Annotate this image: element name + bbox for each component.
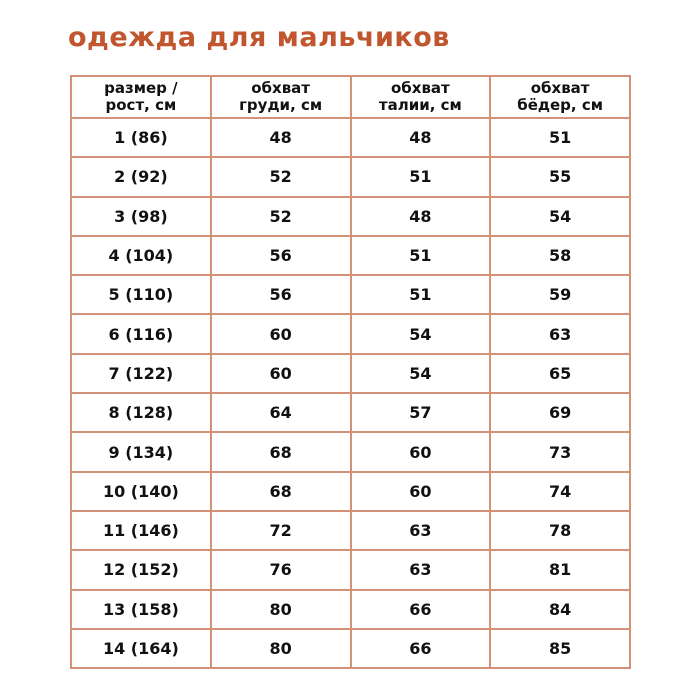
table-cell: 48 xyxy=(209,116,352,159)
table-cell: 80 xyxy=(209,627,352,670)
table-cell: 57 xyxy=(349,392,492,434)
table-row: 4 (104) 56 51 58 xyxy=(70,234,631,277)
table-cell: 51 xyxy=(489,116,631,159)
table-cell: 48 xyxy=(349,195,492,237)
column-header-line: обхват xyxy=(530,79,590,97)
column-header-line: обхват xyxy=(390,79,450,97)
table-cell: 63 xyxy=(349,549,492,591)
table-row: 3 (98) 52 48 54 xyxy=(70,195,631,237)
table-cell: 72 xyxy=(209,509,352,552)
table-cell: 55 xyxy=(489,156,631,198)
table-row: 1 (86) 48 48 51 xyxy=(70,116,631,159)
table-cell: 48 xyxy=(349,116,492,159)
table-row: 9 (134) 68 60 73 xyxy=(70,431,631,473)
table-cell: 78 xyxy=(489,509,631,552)
table-cell: 7 (122) xyxy=(70,352,212,395)
table-cell: 84 xyxy=(489,588,631,630)
column-header: обхват бёдер, см xyxy=(489,75,631,119)
table-row: 7 (122) 60 54 65 xyxy=(70,352,631,395)
table-cell: 76 xyxy=(209,549,352,591)
table-cell: 69 xyxy=(489,392,631,434)
table-cell: 54 xyxy=(489,195,631,237)
column-header: размер / рост, см xyxy=(70,75,212,119)
table-cell: 56 xyxy=(209,274,352,316)
table-cell: 12 (152) xyxy=(70,549,212,591)
table-cell: 9 (134) xyxy=(70,431,212,473)
table-row: 13 (158) 80 66 84 xyxy=(70,588,631,630)
table-cell: 68 xyxy=(209,470,352,512)
table-row: 5 (110) 56 51 59 xyxy=(70,274,631,316)
table-cell: 63 xyxy=(489,313,631,355)
table-cell: 52 xyxy=(209,156,352,198)
table-row: 14 (164) 80 66 85 xyxy=(70,627,631,670)
column-header-line: бёдер, см xyxy=(517,96,603,114)
table-cell: 8 (128) xyxy=(70,392,212,434)
table-cell: 66 xyxy=(349,627,492,670)
table-row: 12 (152) 76 63 81 xyxy=(70,549,631,591)
table-cell: 11 (146) xyxy=(70,509,212,552)
table-cell: 14 (164) xyxy=(70,627,212,670)
size-table: размер / рост, см обхват груди, см обхват тал… xyxy=(70,75,631,670)
table-cell: 60 xyxy=(209,352,352,395)
table-cell: 63 xyxy=(349,509,492,552)
table-body: 1 (86) 48 48 51 2 (92) 52 51 55 3 (98) 52 48 54 4 (1… xyxy=(70,116,631,670)
table-cell: 51 xyxy=(349,234,492,277)
table-row: 8 (128) 64 57 69 xyxy=(70,392,631,434)
table-cell: 65 xyxy=(489,352,631,395)
table-cell: 73 xyxy=(489,431,631,473)
column-header-line: рост, см xyxy=(105,96,177,114)
table-cell: 66 xyxy=(349,588,492,630)
table-cell: 59 xyxy=(489,274,631,316)
column-header-line: обхват xyxy=(251,79,310,97)
table-cell: 56 xyxy=(209,234,352,277)
column-header: обхват груди, см xyxy=(209,75,352,119)
table-cell: 60 xyxy=(349,431,492,473)
table-cell: 51 xyxy=(349,156,492,198)
column-header-line: груди, см xyxy=(239,96,323,114)
table-cell: 80 xyxy=(209,588,352,630)
table-cell: 13 (158) xyxy=(70,588,212,630)
table-row: 2 (92) 52 51 55 xyxy=(70,156,631,198)
table-cell: 1 (86) xyxy=(70,116,212,159)
table-cell: 54 xyxy=(349,313,492,355)
column-header: обхват талии, см xyxy=(349,75,492,119)
table-cell: 6 (116) xyxy=(70,313,212,355)
header-row: размер / рост, см обхват груди, см обхват тал… xyxy=(70,75,631,119)
page-title: одежда для мальчиков xyxy=(68,22,450,53)
table-cell: 68 xyxy=(209,431,352,473)
table-cell: 52 xyxy=(209,195,352,237)
table-cell: 64 xyxy=(209,392,352,434)
table-cell: 2 (92) xyxy=(70,156,212,198)
table-row: 6 (116) 60 54 63 xyxy=(70,313,631,355)
column-header-line: талии, см xyxy=(378,96,462,114)
table-cell: 51 xyxy=(349,274,492,316)
table-cell: 10 (140) xyxy=(70,470,212,512)
table-cell: 60 xyxy=(209,313,352,355)
column-header-line: размер / xyxy=(104,79,178,97)
table-cell: 81 xyxy=(489,549,631,591)
table-cell: 74 xyxy=(489,470,631,512)
table-row: 11 (146) 72 63 78 xyxy=(70,509,631,552)
table-cell: 85 xyxy=(489,627,631,670)
table-cell: 5 (110) xyxy=(70,274,212,316)
table-cell: 60 xyxy=(349,470,492,512)
table-cell: 54 xyxy=(349,352,492,395)
table-cell: 58 xyxy=(489,234,631,277)
table-cell: 3 (98) xyxy=(70,195,212,237)
table-cell: 4 (104) xyxy=(70,234,212,277)
table-row: 10 (140) 68 60 74 xyxy=(70,470,631,512)
